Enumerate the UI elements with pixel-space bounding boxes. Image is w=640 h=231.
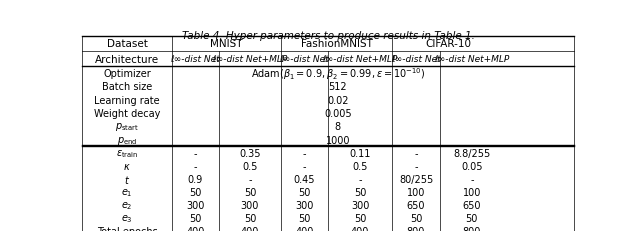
Text: 650: 650 <box>407 200 426 210</box>
Text: 400: 400 <box>241 226 259 231</box>
Text: 0.9: 0.9 <box>188 174 203 184</box>
Text: 50: 50 <box>189 213 202 223</box>
Text: 100: 100 <box>407 187 425 197</box>
Text: $e_1$: $e_1$ <box>122 186 133 198</box>
Text: 50: 50 <box>298 213 310 223</box>
Text: 800: 800 <box>463 226 481 231</box>
Text: ℓ∞-dist Net+MLP: ℓ∞-dist Net+MLP <box>323 55 398 64</box>
Text: 0.35: 0.35 <box>239 148 260 158</box>
Text: 300: 300 <box>186 200 205 210</box>
Text: Adam($\beta_1 = 0.9, \beta_2 = 0.99, \epsilon = 10^{-10}$): Adam($\beta_1 = 0.9, \beta_2 = 0.99, \ep… <box>251 66 425 81</box>
Text: 0.11: 0.11 <box>349 148 371 158</box>
Text: 50: 50 <box>354 213 367 223</box>
Text: 50: 50 <box>244 187 256 197</box>
Text: 50: 50 <box>466 213 478 223</box>
Text: 0.02: 0.02 <box>327 95 349 105</box>
Text: ℓ∞-dist Net+MLP: ℓ∞-dist Net+MLP <box>434 55 509 64</box>
Text: MNIST: MNIST <box>210 39 243 49</box>
Text: Batch size: Batch size <box>102 82 152 92</box>
Text: 400: 400 <box>351 226 369 231</box>
Text: -: - <box>358 174 362 184</box>
Text: 650: 650 <box>463 200 481 210</box>
Text: 50: 50 <box>410 213 422 223</box>
Text: ℓ∞-dist Net: ℓ∞-dist Net <box>280 55 329 64</box>
Text: 1000: 1000 <box>326 135 350 145</box>
Text: 8.8/255: 8.8/255 <box>453 148 490 158</box>
Text: 512: 512 <box>328 82 348 92</box>
Text: 50: 50 <box>354 187 367 197</box>
Text: ℓ∞-dist Net+MLP: ℓ∞-dist Net+MLP <box>212 55 287 64</box>
Text: $p_{\rm start}$: $p_{\rm start}$ <box>115 121 139 133</box>
Text: 80/255: 80/255 <box>399 174 433 184</box>
Text: Learning rate: Learning rate <box>94 95 160 105</box>
Text: 400: 400 <box>186 226 205 231</box>
Text: -: - <box>193 161 197 171</box>
Text: $\epsilon_{\rm train}$: $\epsilon_{\rm train}$ <box>116 148 138 159</box>
Text: $t$: $t$ <box>124 173 130 185</box>
Text: 100: 100 <box>463 187 481 197</box>
Text: -: - <box>414 148 418 158</box>
Text: Weight decay: Weight decay <box>94 109 160 119</box>
Text: Optimizer: Optimizer <box>103 69 151 79</box>
Text: Total epochs: Total epochs <box>97 226 157 231</box>
Text: -: - <box>303 148 306 158</box>
Text: FashionMNIST: FashionMNIST <box>301 39 372 49</box>
Text: -: - <box>414 161 418 171</box>
Text: ℓ∞-dist Net: ℓ∞-dist Net <box>170 55 220 64</box>
Text: $p_{\rm end}$: $p_{\rm end}$ <box>117 134 138 146</box>
Text: $\kappa$: $\kappa$ <box>124 161 131 171</box>
Text: CIFAR-10: CIFAR-10 <box>425 39 471 49</box>
Text: $e_2$: $e_2$ <box>122 199 133 211</box>
Text: 0.5: 0.5 <box>353 161 368 171</box>
Text: 300: 300 <box>241 200 259 210</box>
Text: ℓ∞-dist Net: ℓ∞-dist Net <box>391 55 441 64</box>
Text: 0.005: 0.005 <box>324 109 352 119</box>
Text: -: - <box>248 174 252 184</box>
Text: 0.45: 0.45 <box>294 174 315 184</box>
Text: 50: 50 <box>189 187 202 197</box>
Text: 50: 50 <box>298 187 310 197</box>
Text: 8: 8 <box>335 122 341 132</box>
Text: -: - <box>303 161 306 171</box>
Text: -: - <box>470 174 474 184</box>
Text: 800: 800 <box>407 226 425 231</box>
Text: 0.5: 0.5 <box>242 161 257 171</box>
Text: 50: 50 <box>244 213 256 223</box>
Text: -: - <box>193 148 197 158</box>
Text: 400: 400 <box>295 226 314 231</box>
Text: 300: 300 <box>295 200 314 210</box>
Text: 300: 300 <box>351 200 369 210</box>
Text: Table 4. Hyper-parameters to produce results in Table 1.: Table 4. Hyper-parameters to produce res… <box>182 30 474 40</box>
Text: 0.05: 0.05 <box>461 161 483 171</box>
Text: $e_3$: $e_3$ <box>121 213 133 224</box>
Text: Architecture: Architecture <box>95 54 159 64</box>
Text: Dataset: Dataset <box>107 39 148 49</box>
